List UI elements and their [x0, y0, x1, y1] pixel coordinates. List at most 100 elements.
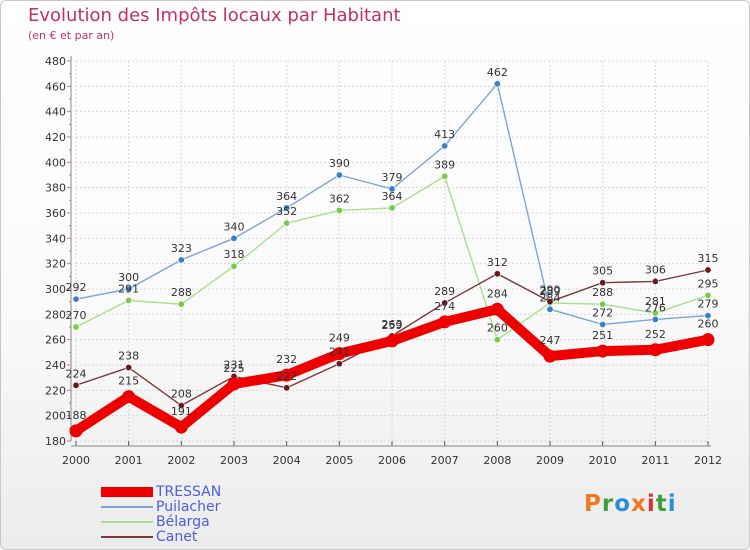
data-label-tressan-2003: 225: [224, 362, 245, 375]
point-belarga-2008: [493, 336, 501, 344]
point-canet-2002: [177, 402, 185, 410]
data-label-puilacher-2006: 379: [382, 171, 403, 184]
point-tressan-2007: [438, 315, 452, 329]
data-label-tressan-2008: 284: [487, 287, 508, 300]
logo-letter: i: [667, 491, 677, 517]
data-label-belarga-2011: 281: [645, 295, 666, 308]
data-label-tressan-2005: 249: [329, 332, 350, 345]
point-tressan-2003: [227, 377, 241, 391]
x-tick-label-2011: 2011: [641, 454, 669, 467]
data-label-canet-2011: 306: [645, 263, 666, 276]
data-label-tressan-2011: 252: [645, 328, 666, 341]
point-puilacher-2002: [177, 256, 185, 264]
legend-swatch-belarga: [101, 521, 153, 523]
point-belarga-2005: [335, 206, 343, 214]
point-belarga-2012: [704, 291, 712, 299]
point-tressan-2004: [280, 368, 294, 382]
y-tick-label-360: 360: [45, 207, 66, 220]
point-puilacher-2003: [230, 234, 238, 242]
point-canet-2000: [72, 381, 80, 389]
data-label-puilacher-2002: 323: [171, 242, 192, 255]
legend-swatch-tressan: [101, 487, 153, 497]
data-label-belarga-2003: 318: [224, 248, 245, 261]
data-label-canet-2005: 241: [329, 346, 350, 359]
y-tick-label-460: 460: [45, 80, 66, 93]
point-tressan-2002: [174, 420, 188, 434]
data-label-tressan-2009: 247: [540, 334, 561, 347]
x-tick-label-2010: 2010: [589, 454, 617, 467]
data-label-layer: 292 300 323 340 364 390 379 413 462 284 272 276 279 2…: [66, 66, 719, 422]
point-canet-2001: [125, 364, 133, 372]
y-tick-label-260: 260: [45, 334, 66, 347]
x-tick-label-2004: 2004: [273, 454, 301, 467]
series-tressan: [69, 302, 715, 438]
point-belarga-2007: [441, 172, 449, 180]
data-label-puilacher-2001: 300: [118, 271, 139, 284]
data-label-canet-2010: 305: [592, 265, 613, 278]
logo-letter: r: [601, 491, 615, 517]
point-canet-2007: [441, 299, 449, 307]
x-tick-label-2006: 2006: [378, 454, 406, 467]
data-label-canet-2001: 238: [118, 350, 139, 363]
data-label-tressan-2010: 251: [592, 329, 613, 342]
data-label-belarga-2001: 291: [118, 282, 139, 295]
y-tick-label-220: 220: [45, 384, 66, 397]
data-label-belarga-2012: 295: [698, 277, 719, 290]
x-tick-label-2008: 2008: [483, 454, 511, 467]
series-puilacher: [72, 80, 712, 328]
x-tick-label-2000: 2000: [62, 454, 90, 467]
point-belarga-2001: [125, 296, 133, 304]
point-belarga-2000: [72, 323, 80, 331]
point-canet-2012: [704, 266, 712, 274]
legend-swatch-canet: [101, 536, 153, 538]
data-label-belarga-2005: 362: [329, 192, 350, 205]
data-label-puilacher-2010: 272: [592, 306, 613, 319]
point-belarga-2004: [283, 219, 291, 227]
data-label-tressan-2000: 188: [66, 409, 87, 422]
x-tick-label-2005: 2005: [325, 454, 353, 467]
grid-layer: [75, 60, 709, 442]
point-belarga-2011: [651, 309, 659, 317]
point-tressan-2009: [543, 349, 557, 363]
data-label-puilacher-2012: 279: [698, 298, 719, 311]
data-label-canet-2006: 263: [382, 318, 403, 331]
point-puilacher-2000: [72, 295, 80, 303]
data-label-tressan-2012: 260: [698, 318, 719, 331]
y-tick-label-200: 200: [45, 410, 66, 423]
point-tressan-2001: [122, 390, 136, 404]
data-label-canet-2008: 312: [487, 256, 508, 269]
point-canet-2005: [335, 360, 343, 368]
x-tick-label-2002: 2002: [167, 454, 195, 467]
x-tick-label-2012: 2012: [694, 454, 722, 467]
data-label-puilacher-2007: 413: [434, 128, 455, 141]
y-tick-label-340: 340: [45, 232, 66, 245]
legend-swatch-puilacher: [101, 506, 153, 508]
legend-label-puilacher: Puilacher: [156, 499, 221, 515]
data-label-canet-2004: 222: [276, 370, 297, 383]
data-label-canet-2003: 231: [224, 358, 245, 371]
data-label-canet-2007: 289: [434, 285, 455, 298]
chart-title: Evolution des Impôts locaux par Habitant: [28, 5, 401, 26]
point-puilacher-2004: [283, 204, 291, 212]
point-tressan-2000: [69, 424, 83, 438]
data-label-belarga-2007: 389: [434, 158, 455, 171]
legend-label-canet: Canet: [156, 529, 198, 545]
y-tick-label-300: 300: [45, 283, 66, 296]
axis-layer: 180 200 220 240 260 280 300 320 340 360 380 400 420 4…: [45, 55, 722, 467]
point-puilacher-2011: [651, 315, 659, 323]
legend-label-belarga: Bélarga: [156, 514, 210, 530]
y-tick-label-240: 240: [45, 359, 66, 372]
point-canet-2004: [283, 384, 291, 392]
y-tick-label-320: 320: [45, 258, 66, 271]
point-canet-2008: [493, 270, 501, 278]
y-tick-label-480: 480: [45, 55, 66, 68]
data-label-belarga-2008: 260: [487, 322, 508, 335]
point-tressan-2011: [648, 343, 662, 357]
data-label-puilacher-2011: 276: [645, 301, 666, 314]
point-canet-2011: [651, 277, 659, 285]
data-label-canet-2012: 315: [698, 252, 719, 265]
data-label-tressan-2004: 232: [276, 353, 297, 366]
x-tick-label-2009: 2009: [536, 454, 564, 467]
